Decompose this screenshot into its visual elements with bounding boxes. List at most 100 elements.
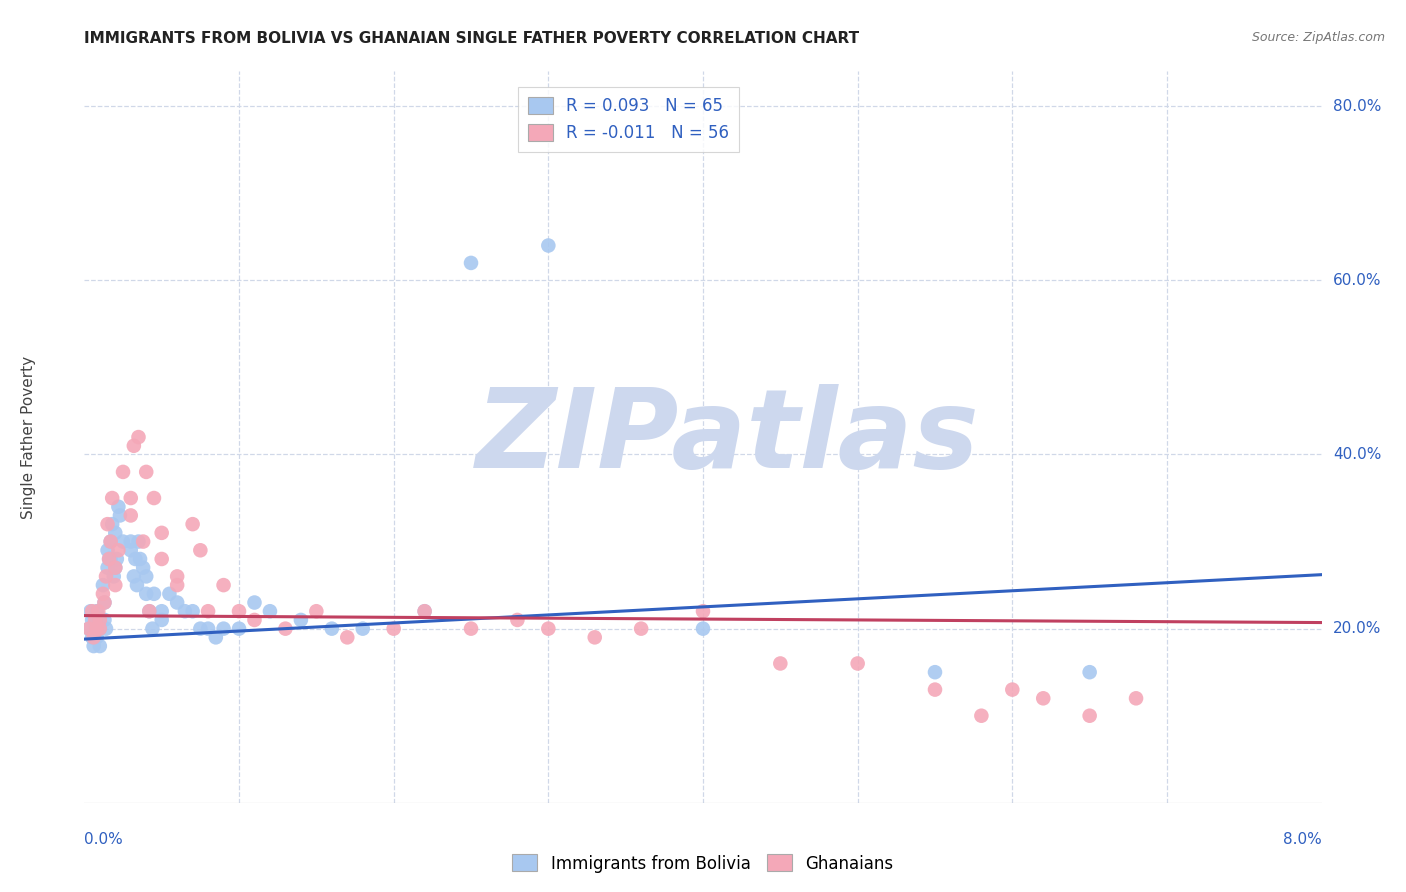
Point xyxy=(107,543,129,558)
Point xyxy=(96,517,118,532)
Point xyxy=(127,430,149,444)
Point xyxy=(188,543,211,558)
Point xyxy=(166,595,188,609)
Point xyxy=(537,238,560,252)
Point xyxy=(112,534,135,549)
Point xyxy=(93,613,115,627)
Point xyxy=(120,534,142,549)
Point xyxy=(243,595,266,609)
Point xyxy=(274,622,297,636)
Point xyxy=(77,622,100,636)
Point xyxy=(89,613,111,627)
Point xyxy=(692,622,714,636)
Point xyxy=(86,622,108,636)
Point xyxy=(91,578,114,592)
Point xyxy=(91,587,114,601)
Legend: Immigrants from Bolivia, Ghanaians: Immigrants from Bolivia, Ghanaians xyxy=(506,847,900,880)
Point xyxy=(124,552,146,566)
Point xyxy=(98,552,121,566)
Point xyxy=(228,622,250,636)
Point xyxy=(138,604,160,618)
Point xyxy=(150,552,173,566)
Point xyxy=(188,622,211,636)
Legend: R = 0.093   N = 65, R = -0.011   N = 56: R = 0.093 N = 65, R = -0.011 N = 56 xyxy=(517,87,740,152)
Point xyxy=(101,491,124,505)
Point xyxy=(83,639,105,653)
Point xyxy=(79,604,101,618)
Text: 8.0%: 8.0% xyxy=(1282,832,1322,847)
Point xyxy=(94,569,117,583)
Point xyxy=(82,613,104,627)
Text: 40.0%: 40.0% xyxy=(1333,447,1381,462)
Point xyxy=(1078,708,1101,723)
Point xyxy=(94,622,117,636)
Point xyxy=(769,657,792,671)
Point xyxy=(120,508,142,523)
Point xyxy=(104,578,127,592)
Point xyxy=(96,560,118,574)
Point xyxy=(166,578,188,592)
Point xyxy=(460,256,482,270)
Point xyxy=(82,604,104,618)
Point xyxy=(413,604,436,618)
Point xyxy=(135,465,157,479)
Point xyxy=(122,439,145,453)
Point xyxy=(87,604,110,618)
Text: Source: ZipAtlas.com: Source: ZipAtlas.com xyxy=(1251,31,1385,45)
Point xyxy=(212,578,235,592)
Point xyxy=(122,569,145,583)
Point xyxy=(460,622,482,636)
Point xyxy=(77,622,100,636)
Point xyxy=(413,604,436,618)
Point xyxy=(205,631,228,645)
Point xyxy=(112,465,135,479)
Text: 20.0%: 20.0% xyxy=(1333,621,1381,636)
Point xyxy=(103,569,125,583)
Text: ZIPatlas: ZIPatlas xyxy=(475,384,980,491)
Point xyxy=(132,560,155,574)
Point xyxy=(1125,691,1147,706)
Point xyxy=(150,525,173,540)
Point xyxy=(243,613,266,627)
Point xyxy=(84,613,107,627)
Point xyxy=(228,604,250,618)
Point xyxy=(132,534,155,549)
Point xyxy=(82,631,104,645)
Point xyxy=(93,595,115,609)
Point xyxy=(970,708,993,723)
Point xyxy=(336,631,359,645)
Point xyxy=(89,622,111,636)
Point xyxy=(135,569,157,583)
Point xyxy=(105,552,128,566)
Point xyxy=(259,604,281,618)
Point xyxy=(93,595,115,609)
Point xyxy=(1001,682,1024,697)
Point xyxy=(89,613,111,627)
Point xyxy=(101,517,124,532)
Point xyxy=(1078,665,1101,680)
Point xyxy=(143,587,166,601)
Point xyxy=(846,657,869,671)
Point xyxy=(108,508,131,523)
Point xyxy=(96,543,118,558)
Point xyxy=(197,604,219,618)
Point xyxy=(159,587,180,601)
Point xyxy=(87,622,110,636)
Text: IMMIGRANTS FROM BOLIVIA VS GHANAIAN SINGLE FATHER POVERTY CORRELATION CHART: IMMIGRANTS FROM BOLIVIA VS GHANAIAN SING… xyxy=(84,31,859,46)
Point xyxy=(382,622,405,636)
Point xyxy=(100,552,122,566)
Point xyxy=(127,534,149,549)
Point xyxy=(141,622,163,636)
Point xyxy=(120,543,142,558)
Text: 60.0%: 60.0% xyxy=(1333,273,1381,288)
Point xyxy=(143,491,166,505)
Text: 0.0%: 0.0% xyxy=(84,832,124,847)
Point xyxy=(506,613,529,627)
Point xyxy=(135,587,157,601)
Point xyxy=(100,534,122,549)
Point xyxy=(84,622,107,636)
Point xyxy=(104,560,127,574)
Point xyxy=(181,604,204,618)
Point xyxy=(107,500,129,514)
Point xyxy=(125,578,148,592)
